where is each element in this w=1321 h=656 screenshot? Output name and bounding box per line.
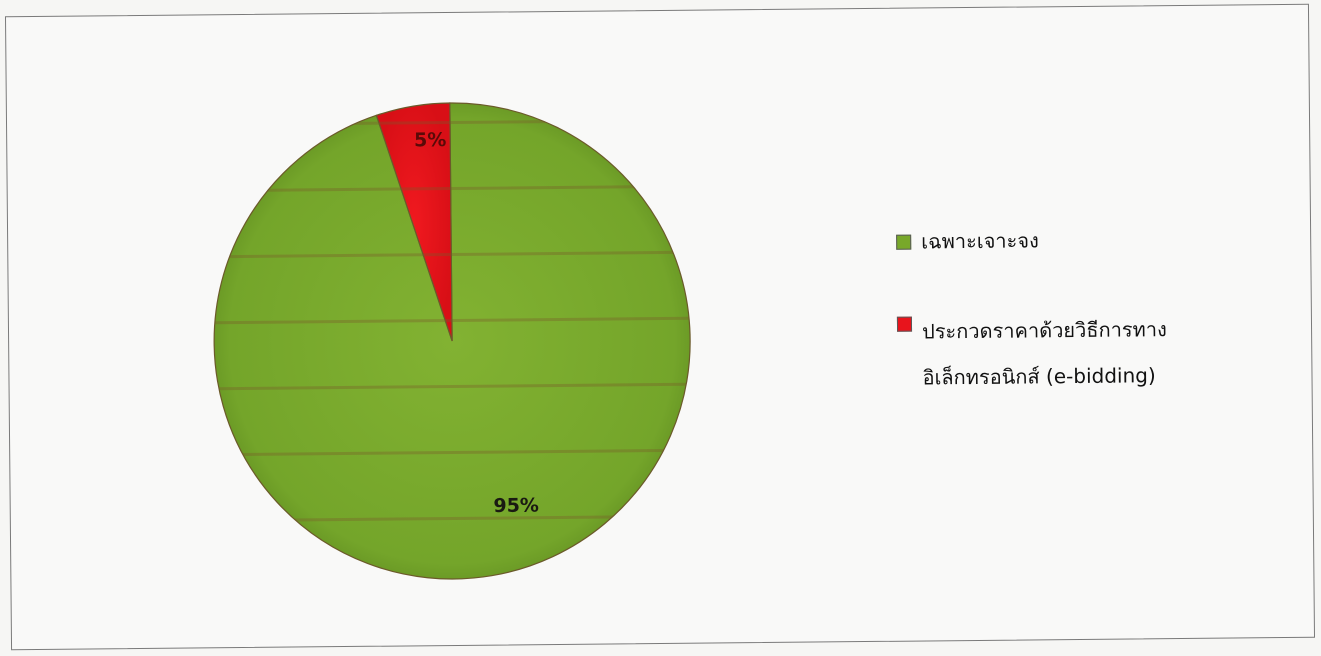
pie-chart: 95% 5%	[212, 102, 692, 580]
data-label-1: 5%	[414, 129, 446, 151]
scan-stripe	[214, 382, 691, 391]
legend-item-specific: เฉพาะเจาะจง	[896, 223, 1296, 257]
scan-stripe	[213, 250, 690, 259]
scan-stripe	[215, 514, 692, 523]
legend-label-specific: เฉพาะเจาะจง	[921, 228, 1039, 254]
legend-item-ebidding: ประกวดราคาด้วยวิธีการทางอิเล็กทรอนิกส์ (…	[896, 305, 1298, 401]
legend: เฉพาะเจาะจง ประกวดราคาด้วยวิธีการทางอิเล…	[896, 223, 1298, 453]
legend-swatch-red	[896, 316, 913, 332]
scan-stripe	[215, 448, 692, 457]
pie-slice-1	[375, 102, 453, 342]
scan-stripe	[213, 316, 690, 325]
chart-frame: 95% 5% เฉพาะเจาะจง ประกวดราคาด้วยวิธีการท…	[4, 3, 1316, 651]
legend-swatch-green	[896, 234, 912, 250]
data-label-0: 95%	[493, 495, 539, 517]
legend-label-ebidding: ประกวดราคาด้วยวิธีการทางอิเล็กทรอนิกส์ (…	[921, 317, 1167, 390]
scan-stripe	[212, 184, 689, 193]
